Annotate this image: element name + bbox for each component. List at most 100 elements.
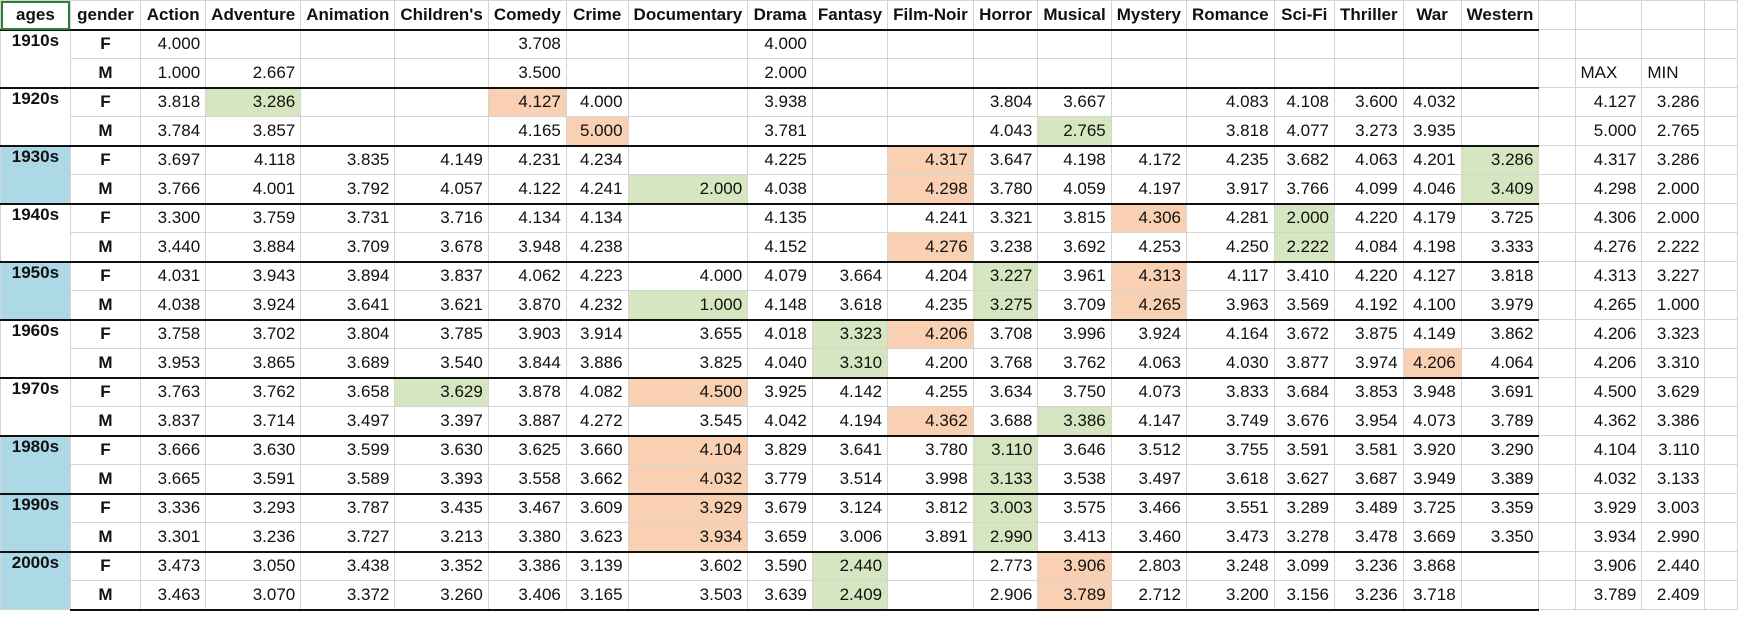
rating-cell[interactable]: 4.179 xyxy=(1402,202,1462,233)
rating-cell[interactable]: 4.073 xyxy=(1110,376,1188,407)
rating-cell[interactable]: 4.172 xyxy=(1110,144,1188,175)
rating-cell[interactable]: 2.409 xyxy=(811,580,889,611)
rating-cell[interactable] xyxy=(627,202,749,233)
gender-cell[interactable]: M xyxy=(69,290,142,320)
empty-cell[interactable] xyxy=(1538,551,1576,581)
decade-label[interactable]: 1910s xyxy=(0,28,71,88)
rating-cell[interactable]: 3.289 xyxy=(1273,492,1335,523)
rating-cell[interactable]: 3.293 xyxy=(205,492,302,523)
empty-cell[interactable] xyxy=(1538,493,1576,523)
rating-cell[interactable]: 3.749 xyxy=(1186,406,1275,436)
empty-cell[interactable] xyxy=(1538,261,1576,291)
column-header[interactable]: Thriller xyxy=(1333,0,1404,30)
empty-cell[interactable] xyxy=(1704,0,1738,30)
rating-cell[interactable]: 3.460 xyxy=(1110,522,1188,552)
rating-cell[interactable]: 3.600 xyxy=(1333,86,1404,117)
rating-cell[interactable]: 3.359 xyxy=(1460,492,1540,523)
rating-cell[interactable]: 4.206 xyxy=(887,318,974,349)
empty-cell[interactable] xyxy=(1704,348,1738,378)
rating-cell[interactable] xyxy=(887,116,974,146)
rating-cell[interactable]: 2.906 xyxy=(972,580,1039,611)
rating-cell[interactable]: 3.763 xyxy=(140,376,207,407)
rating-cell[interactable]: 4.281 xyxy=(1186,202,1275,233)
rating-cell[interactable]: 3.634 xyxy=(972,376,1039,407)
empty-cell[interactable] xyxy=(1538,0,1576,30)
rating-cell[interactable]: 3.924 xyxy=(1110,318,1188,349)
rating-cell[interactable]: 4.255 xyxy=(887,376,974,407)
rating-cell[interactable]: 4.238 xyxy=(565,232,629,262)
rating-cell[interactable]: 3.625 xyxy=(487,434,567,465)
max-value[interactable]: 4.206 xyxy=(1574,348,1643,378)
min-value[interactable]: 3.310 xyxy=(1641,348,1706,378)
rating-cell[interactable] xyxy=(1460,28,1540,59)
rating-cell[interactable] xyxy=(972,28,1039,59)
rating-cell[interactable]: 3.380 xyxy=(487,522,567,552)
rating-cell[interactable]: 3.323 xyxy=(811,318,889,349)
rating-cell[interactable]: 3.829 xyxy=(747,434,813,465)
rating-cell[interactable]: 3.709 xyxy=(1037,290,1112,320)
rating-cell[interactable] xyxy=(627,28,749,59)
rating-cell[interactable]: 3.435 xyxy=(394,492,489,523)
rating-cell[interactable] xyxy=(1110,86,1188,117)
rating-cell[interactable] xyxy=(627,58,749,88)
rating-cell[interactable] xyxy=(627,86,749,117)
rating-cell[interactable]: 4.099 xyxy=(1333,174,1404,204)
min-value[interactable]: 2.440 xyxy=(1641,551,1706,581)
rating-cell[interactable]: 3.273 xyxy=(1333,116,1404,146)
rating-cell[interactable] xyxy=(1110,28,1188,59)
rating-cell[interactable]: 4.084 xyxy=(1333,232,1404,262)
rating-cell[interactable]: 3.914 xyxy=(565,318,629,349)
rating-cell[interactable]: 3.660 xyxy=(565,434,629,465)
rating-cell[interactable]: 3.467 xyxy=(487,492,567,523)
rating-cell[interactable]: 4.192 xyxy=(1333,290,1404,320)
rating-cell[interactable]: 4.235 xyxy=(1186,144,1275,175)
rating-cell[interactable]: 3.165 xyxy=(565,580,629,611)
rating-cell[interactable]: 3.070 xyxy=(205,580,302,611)
rating-cell[interactable]: 3.837 xyxy=(394,260,489,291)
empty-cell[interactable] xyxy=(1538,58,1576,88)
column-header[interactable]: Animation xyxy=(300,0,396,30)
rating-cell[interactable]: 3.236 xyxy=(205,522,302,552)
empty-cell[interactable] xyxy=(1704,261,1738,291)
rating-cell[interactable]: 3.762 xyxy=(205,376,302,407)
min-value[interactable]: 3.286 xyxy=(1641,87,1706,117)
max-value[interactable]: 3.906 xyxy=(1574,551,1643,581)
rating-cell[interactable]: 4.038 xyxy=(747,174,813,204)
max-value[interactable]: 3.929 xyxy=(1574,493,1643,523)
rating-cell[interactable]: 3.540 xyxy=(394,348,489,378)
rating-cell[interactable]: 3.887 xyxy=(487,406,567,436)
decade-label[interactable]: 1930s xyxy=(0,144,71,204)
rating-cell[interactable]: 3.406 xyxy=(487,580,567,611)
rating-cell[interactable] xyxy=(1186,28,1275,59)
rating-cell[interactable]: 3.725 xyxy=(1402,492,1462,523)
rating-cell[interactable]: 4.231 xyxy=(487,144,567,175)
rating-cell[interactable]: 3.938 xyxy=(747,86,813,117)
rating-cell[interactable]: 3.260 xyxy=(394,580,489,611)
gender-cell[interactable]: F xyxy=(69,318,142,349)
rating-cell[interactable]: 3.862 xyxy=(1460,318,1540,349)
rating-cell[interactable]: 3.689 xyxy=(300,348,396,378)
rating-cell[interactable]: 4.134 xyxy=(565,202,629,233)
rating-cell[interactable] xyxy=(300,116,396,146)
rating-cell[interactable]: 4.031 xyxy=(140,260,207,291)
rating-cell[interactable] xyxy=(811,144,889,175)
rating-cell[interactable]: 3.943 xyxy=(205,260,302,291)
empty-cell[interactable] xyxy=(1538,464,1576,494)
rating-cell[interactable]: 4.134 xyxy=(487,202,567,233)
rating-cell[interactable]: 3.497 xyxy=(300,406,396,436)
rating-cell[interactable]: 3.602 xyxy=(627,550,749,581)
rating-cell[interactable]: 3.766 xyxy=(1273,174,1335,204)
max-value[interactable]: 4.265 xyxy=(1574,290,1643,320)
rating-cell[interactable]: 4.063 xyxy=(1110,348,1188,378)
rating-cell[interactable]: 3.667 xyxy=(1037,86,1112,117)
rating-cell[interactable]: 3.878 xyxy=(487,376,567,407)
rating-cell[interactable]: 4.276 xyxy=(887,232,974,262)
data-grid[interactable]: ages gender Action Adventure Animation Childr… xyxy=(0,0,1738,611)
rating-cell[interactable] xyxy=(811,202,889,233)
rating-cell[interactable]: 4.079 xyxy=(747,260,813,291)
rating-cell[interactable]: 4.234 xyxy=(565,144,629,175)
rating-cell[interactable]: 3.780 xyxy=(972,174,1039,204)
rating-cell[interactable]: 4.362 xyxy=(887,406,974,436)
empty-cell[interactable] xyxy=(1704,145,1738,175)
rating-cell[interactable]: 3.200 xyxy=(1186,580,1275,611)
